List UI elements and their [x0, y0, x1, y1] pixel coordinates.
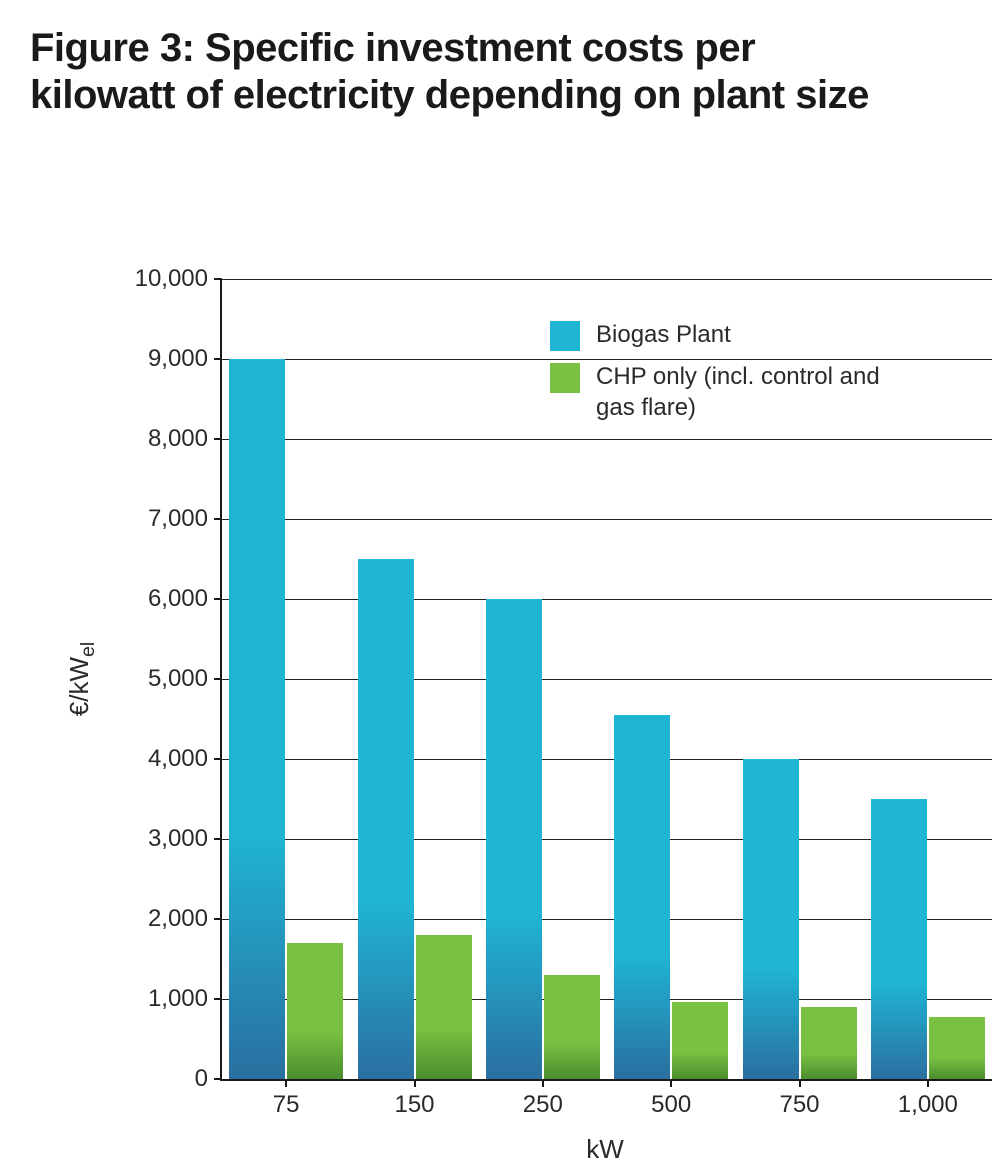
xtick-label: 150: [394, 1079, 434, 1119]
bar-biogas: [358, 559, 414, 1079]
figure-title: Figure 3: Specific investment costs perk…: [30, 25, 970, 119]
y-axis-label: €/kWel: [64, 642, 100, 716]
gridline: [222, 279, 992, 280]
bar-chp: [672, 1002, 728, 1080]
bar-biogas: [229, 359, 285, 1079]
bar-biogas: [614, 715, 670, 1079]
bar-chp: [416, 935, 472, 1079]
bar-biogas: [871, 799, 927, 1079]
xtick-label: 75: [273, 1079, 300, 1119]
xtick-label: 750: [779, 1079, 819, 1119]
gridline: [222, 439, 992, 440]
ytick-label: 1,000: [148, 985, 222, 1013]
ytick-label: 10,000: [135, 265, 222, 293]
legend-row-chp: CHP only (incl. control and gas flare): [550, 361, 916, 423]
ytick-label: 2,000: [148, 905, 222, 933]
bar-chp: [929, 1017, 985, 1079]
ytick-label: 0: [195, 1065, 222, 1093]
gridline: [222, 759, 992, 760]
x-axis-label: kW: [586, 1134, 624, 1165]
legend-row-biogas: Biogas Plant: [550, 319, 916, 350]
bar-chp: [544, 975, 600, 1079]
gridline: [222, 599, 992, 600]
title-line1: Figure 3: Specific investment costs per: [30, 26, 755, 70]
ytick-label: 4,000: [148, 745, 222, 773]
legend-swatch-chp: [550, 363, 580, 393]
ytick-label: 8,000: [148, 425, 222, 453]
gridline: [222, 519, 992, 520]
xtick-label: 1,000: [898, 1079, 958, 1119]
figure-container: Figure 3: Specific investment costs perk…: [0, 0, 1000, 1096]
bar-biogas: [486, 599, 542, 1079]
ytick-label: 7,000: [148, 505, 222, 533]
ytick-label: 6,000: [148, 585, 222, 613]
ytick-label: 9,000: [148, 345, 222, 373]
xtick-label: 500: [651, 1079, 691, 1119]
legend-label-biogas: Biogas Plant: [596, 319, 731, 350]
legend-label-chp: CHP only (incl. control and gas flare): [596, 361, 916, 423]
ytick-label: 5,000: [148, 665, 222, 693]
legend: Biogas Plant CHP only (incl. control and …: [550, 319, 916, 433]
ytick-label: 3,000: [148, 825, 222, 853]
legend-swatch-biogas: [550, 321, 580, 351]
bar-biogas: [743, 759, 799, 1079]
bar-chp: [287, 943, 343, 1079]
xtick-label: 250: [523, 1079, 563, 1119]
title-line2: kilowatt of electricity depending on pla…: [30, 73, 869, 117]
bar-chp: [801, 1007, 857, 1079]
gridline: [222, 679, 992, 680]
